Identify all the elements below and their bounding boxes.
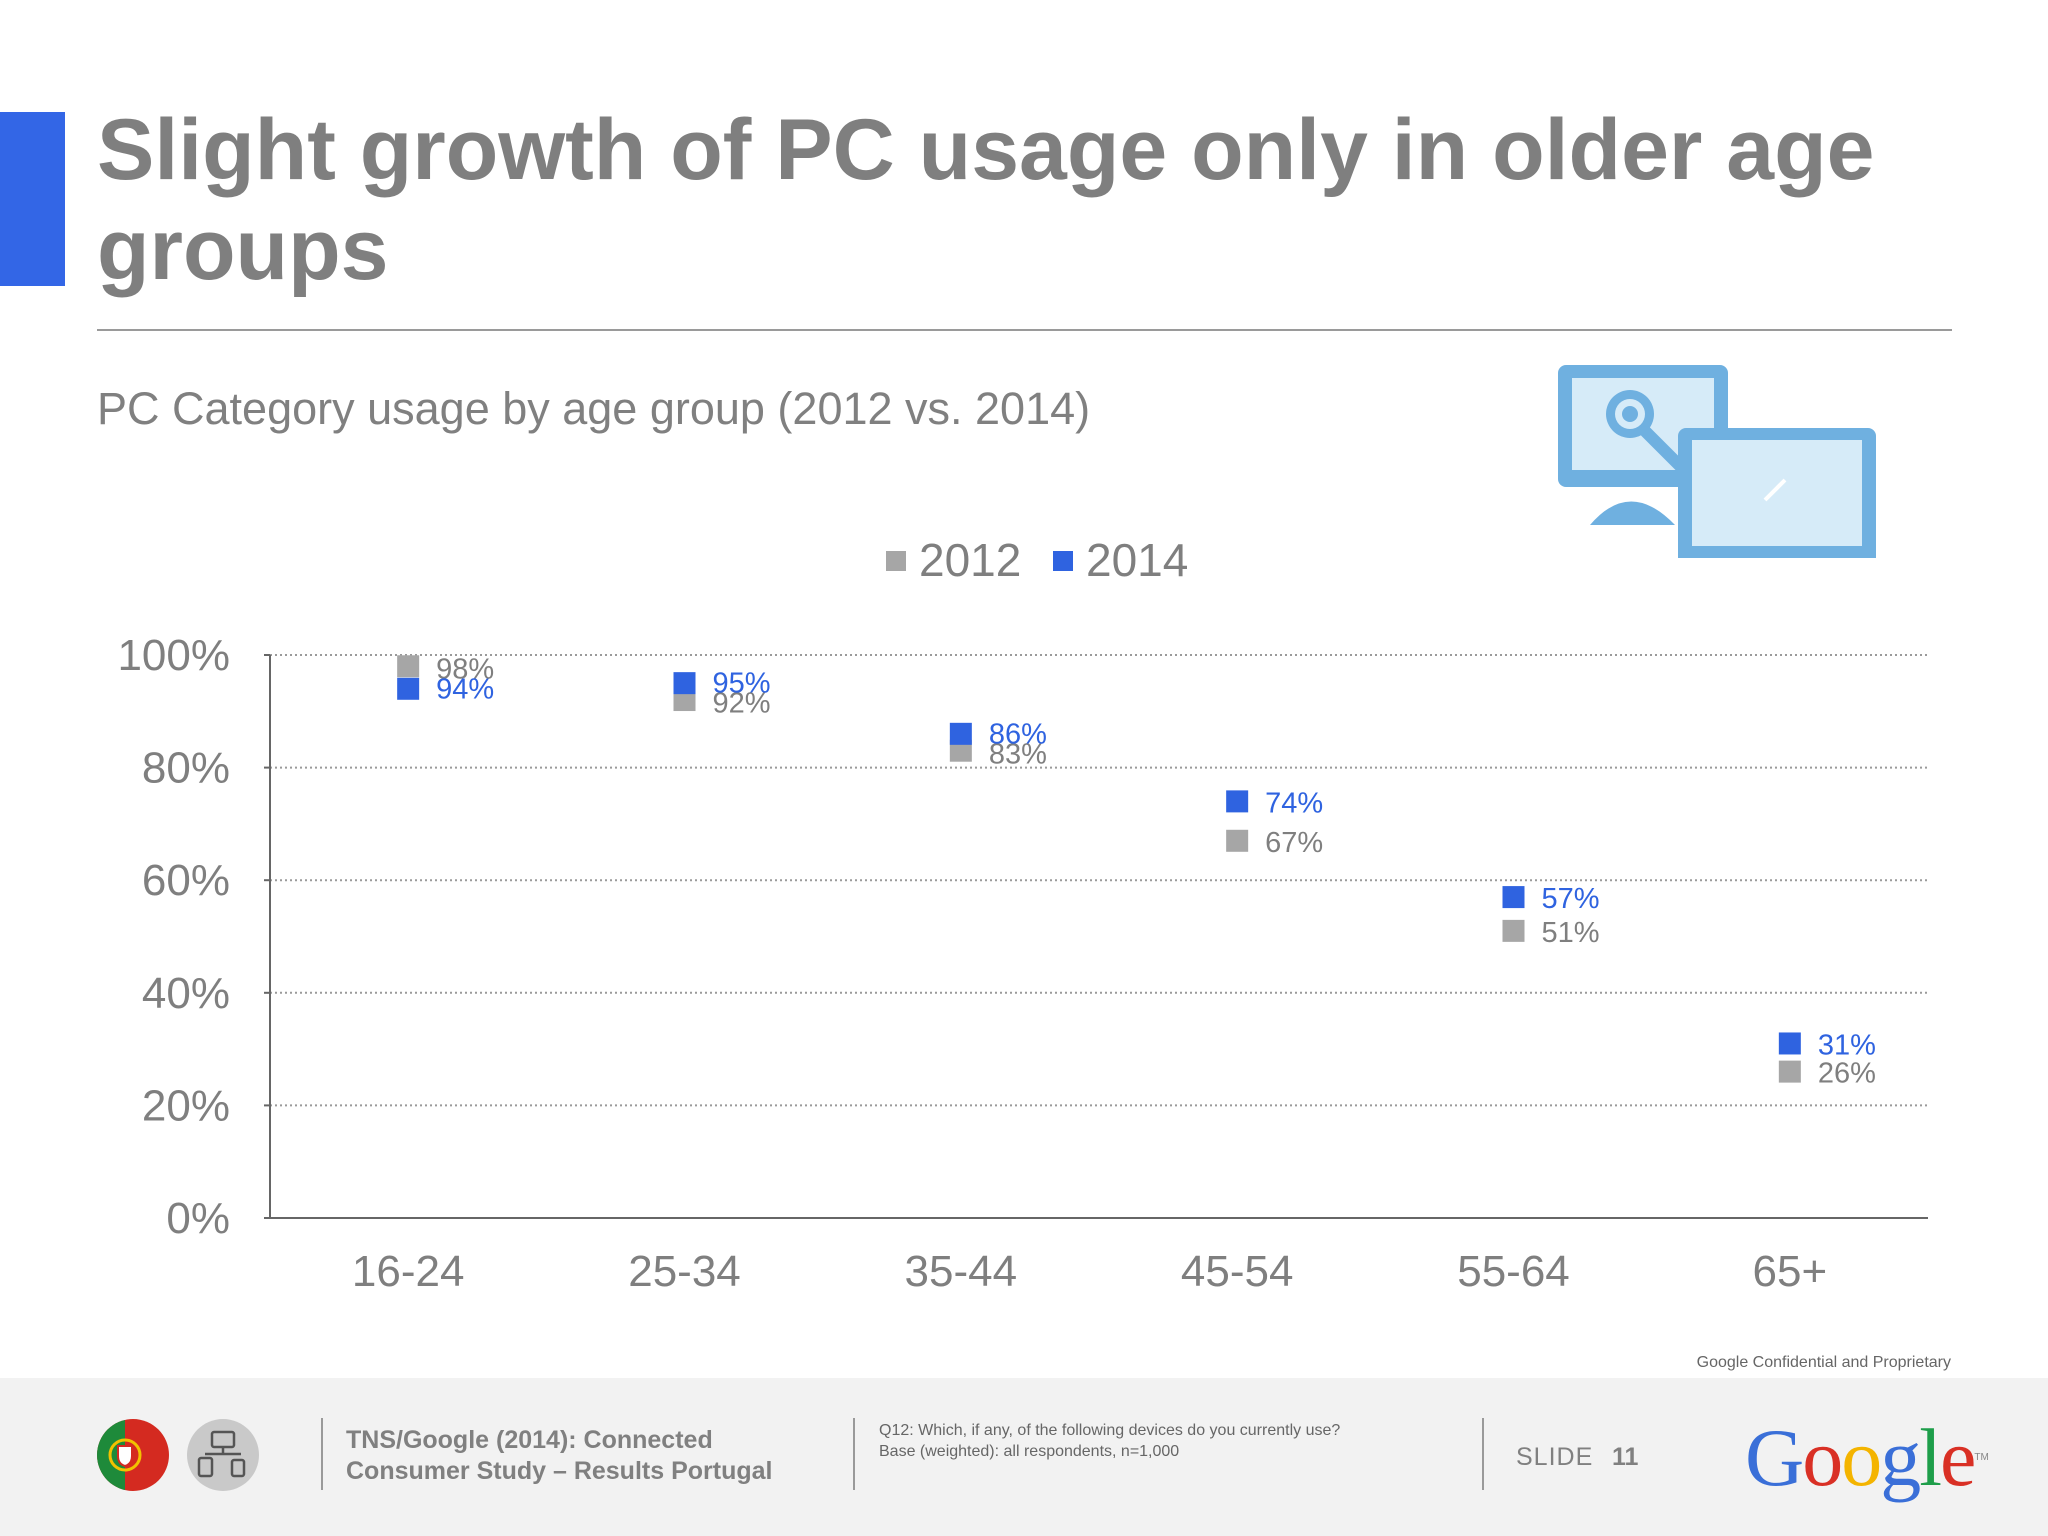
data-label-2012: 92%: [713, 688, 771, 720]
legend-swatch-2012: [886, 551, 906, 571]
google-logo-letters: Google: [1745, 1412, 1976, 1503]
data-point-2012: [1778, 1060, 1801, 1083]
pc-usage-chart: 2012 2014 0% 20% 40% 60% 80% 100% 16-24 25-34 35…: [117, 534, 1928, 1296]
x-axis-ticks: 16-24 25-34 35-44 45-54 55-64 65+: [352, 1247, 1827, 1296]
accent-bar: [0, 112, 65, 286]
google-logo-letter: o: [1841, 1412, 1882, 1503]
pc-laptop-search-icon: [1558, 365, 1876, 558]
data-label-2014: 95%: [713, 668, 771, 700]
y-tick-label: 100%: [117, 631, 230, 680]
google-logo-letter: l: [1919, 1412, 1942, 1503]
x-tick-label: 25-34: [628, 1247, 741, 1296]
data-point-2014: [949, 722, 972, 745]
google-logo: GoogleTM: [1745, 1413, 1989, 1503]
portugal-flag-icon: [97, 1419, 169, 1491]
data-point-2012: [397, 655, 420, 678]
footer-divider: [853, 1418, 855, 1490]
data-label-2014: 74%: [1265, 787, 1323, 819]
data-point-2014: [1778, 1032, 1801, 1055]
data-label-2012: 26%: [1818, 1058, 1876, 1090]
y-tick-label: 80%: [142, 744, 230, 793]
x-tick-label: 35-44: [905, 1247, 1018, 1296]
legend-label-2012: 2012: [919, 534, 1021, 586]
source-line-1: TNS/Google (2014): Connected: [346, 1426, 713, 1454]
slide-label: SLIDE: [1516, 1443, 1594, 1471]
google-logo-letter: G: [1745, 1412, 1804, 1503]
title-divider: [97, 329, 1952, 331]
legend-label-2014: 2014: [1086, 534, 1188, 586]
data-point-2014: [397, 677, 420, 700]
data-point-2012: [949, 739, 972, 762]
y-tick-label: 60%: [142, 856, 230, 905]
data-point-2012: [1226, 829, 1249, 852]
data-label-2014: 57%: [1542, 883, 1600, 915]
y-axis-ticks: 0% 20% 40% 60% 80% 100%: [117, 631, 230, 1243]
legend-swatch-2014: [1053, 551, 1073, 571]
data-point-2014: [1502, 886, 1525, 909]
footer-bar: [0, 1378, 2048, 1536]
x-tick-label: 55-64: [1457, 1247, 1570, 1296]
data-label-2012: 51%: [1542, 917, 1600, 949]
google-logo-letter: o: [1802, 1412, 1843, 1503]
data-label-2012: 98%: [436, 654, 494, 686]
chart-marks: 98%94% 92%95% 83%86% 67% 74% 51%57% 26%31%: [397, 654, 1876, 1090]
x-tick-label: 65+: [1753, 1247, 1828, 1296]
data-point-2012: [673, 689, 696, 712]
x-tick-label: 45-54: [1181, 1247, 1294, 1296]
data-label-2014: 31%: [1818, 1029, 1876, 1061]
data-point-2014: [1226, 790, 1249, 813]
footer-divider: [321, 1418, 323, 1490]
slide-number: 11: [1612, 1443, 1639, 1471]
source-line-2: Consumer Study – Results Portugal: [346, 1457, 773, 1485]
y-tick-label: 20%: [142, 1081, 230, 1130]
data-label-2014: 94%: [436, 674, 494, 706]
google-logo-letter: g: [1880, 1412, 1921, 1503]
data-point-2014: [673, 672, 696, 695]
question-line-1: Q12: Which, if any, of the following dev…: [879, 1422, 1341, 1439]
confidential-note: Google Confidential and Proprietary: [1696, 1354, 1951, 1371]
footer-divider: [1482, 1418, 1484, 1490]
data-label-2012: 67%: [1265, 827, 1323, 859]
x-tick-label: 16-24: [352, 1247, 465, 1296]
y-tick-label: 40%: [142, 969, 230, 1018]
question-line-2: Base (weighted): all respondents, n=1,00…: [879, 1443, 1180, 1460]
chart-legend: 2012 2014: [886, 534, 1188, 586]
y-tick-label: 0%: [166, 1194, 230, 1243]
chart-subtitle: PC Category usage by age group (2012 vs.…: [97, 383, 1091, 434]
question-note: Q12: Which, if any, of the following dev…: [879, 1420, 1340, 1462]
google-logo-letter: e: [1940, 1412, 1976, 1503]
devices-icon: [187, 1419, 259, 1491]
trademark-mark: TM: [1974, 1452, 1989, 1463]
source-citation: TNS/Google (2014): Connected Consumer St…: [346, 1425, 772, 1487]
data-label-2012: 83%: [989, 738, 1047, 770]
data-point-2012: [1502, 919, 1525, 942]
data-label-2014: 86%: [989, 718, 1047, 750]
slide-title: Slight growth of PC usage only in older …: [97, 102, 1875, 298]
chart-grid: [264, 654, 1928, 1219]
